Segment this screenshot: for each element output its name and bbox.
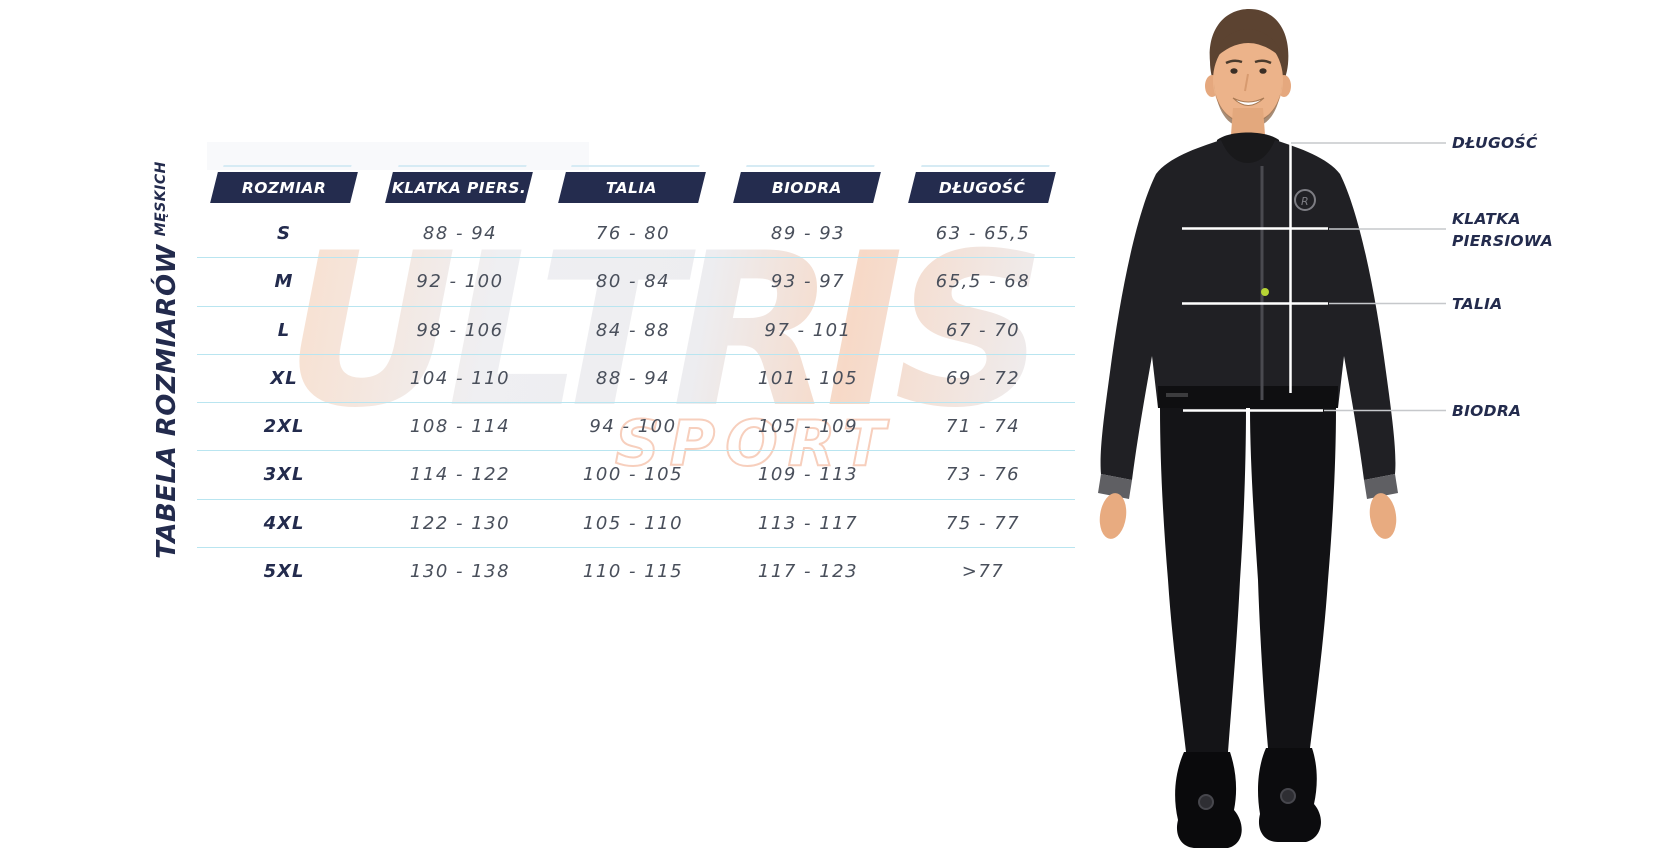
eye-left [1230,68,1238,74]
size-cell: XL [270,367,298,389]
smile [1232,97,1265,106]
leg-left [1160,408,1246,752]
size-cell: 3XL [263,464,305,486]
column-header-label: DŁUGOŚĆ [938,178,1026,197]
value-cell: 122 - 130 [409,512,511,534]
value-cell: 105 - 109 [757,416,859,438]
watermark-word: ULTRIS [285,207,1047,454]
column-header: ROZMIAR [210,172,358,203]
zip-pull-dot [1261,288,1269,296]
value-cell: 88 - 94 [422,223,498,244]
value-cell: >77 [961,561,1005,583]
value-cell: 101 - 105 [757,367,859,389]
table-row: M 92 - 100 80 - 84 93 - 97 65,5 - 68 [197,258,1075,307]
eyebrow-right [1254,59,1272,65]
size-cell: L [277,319,291,341]
value-cell: 75 - 77 [945,512,1021,534]
value-cell: 110 - 115 [582,561,684,583]
value-cell: 93 - 97 [770,271,846,293]
size-cell: M [274,271,294,293]
column-header-label: BIODRA [772,178,842,197]
column-header: DŁUGOŚĆ [908,172,1056,203]
brand-logo-circle [1294,189,1316,211]
value-cell: 94 - 100 [589,416,677,438]
value-cell: 109 - 113 [757,464,859,486]
watermark-subword: SPORT [614,406,896,481]
page-title-main: TABELA ROZMIARÓW [152,244,182,559]
leg-right [1250,408,1336,748]
value-cell: 113 - 117 [757,512,859,534]
brand-watermark: ULTRIS SPORT [285,225,1047,485]
value-cell: 80 - 84 [595,271,671,293]
column-header: KLATKA PIERS. [385,172,533,203]
value-cell: 100 - 105 [582,464,684,486]
table-row: 3XL 114 - 122 100 - 105 109 - 113 73 - 76 [197,451,1075,500]
value-cell: 84 - 88 [595,319,671,341]
table-row: XL 104 - 110 88 - 94 101 - 105 69 - 72 [197,355,1075,404]
value-cell: 67 - 70 [945,319,1021,341]
jacket [1100,140,1396,480]
value-cell: 92 - 100 [416,271,504,293]
value-cell: 65,5 - 68 [935,271,1031,293]
measurement-label: KLATKA PIERSIOWA [1452,210,1553,250]
hand-left [1099,493,1127,539]
jacket-collar [1215,132,1281,164]
table-row: 2XL 108 - 114 94 - 100 105 - 109 71 - 74 [197,403,1075,452]
measurement-label: BIODRA [1452,402,1522,420]
face [1213,36,1283,124]
column-header-label: KLATKA PIERS. [391,178,527,197]
eye-right [1259,68,1267,74]
value-cell: 117 - 123 [757,561,859,583]
size-cell: S [277,223,291,244]
size-cell: 4XL [263,512,305,534]
value-cell: 73 - 76 [945,464,1021,486]
value-cell: 63 - 65,5 [935,223,1031,244]
column-header-label: ROZMIAR [241,178,327,197]
value-cell: 76 - 80 [595,223,671,244]
value-cell: 71 - 74 [945,416,1021,438]
table-row: L 98 - 106 84 - 88 97 - 101 67 - 70 [197,307,1075,355]
column-header: TALIA [558,172,706,203]
table-row: 5XL 130 - 138 110 - 115 117 - 123 >77 [197,548,1075,595]
value-cell: 130 - 138 [409,561,511,583]
leg-gap [1234,558,1262,752]
model-photo: R [1098,9,1446,848]
shoe-dial-left [1198,794,1214,810]
page-title: TABELA ROZMIARÓW MĘSKICH [152,161,182,559]
eyebrow-left [1225,59,1243,65]
hand-right [1369,493,1397,539]
value-cell: 97 - 101 [764,319,852,341]
measurement-label: TALIA [1452,295,1503,313]
value-cell: 104 - 110 [409,367,511,389]
column-header: BIODRA [733,172,881,203]
cuff-right [1364,474,1398,499]
value-cell: 105 - 110 [582,512,684,534]
hair-fringe [1213,29,1284,60]
jacket-hem [1158,386,1338,408]
value-cell: 89 - 93 [770,223,846,244]
brand-logo-letter: R [1301,195,1309,208]
value-cell: 69 - 72 [945,367,1021,389]
shoe-dial-right [1280,788,1296,804]
value-cell: 108 - 114 [409,416,511,438]
size-cell: 2XL [263,416,305,438]
nose [1244,73,1249,92]
value-cell: 88 - 94 [595,367,671,389]
table-row: 4XL 122 - 130 105 - 110 113 - 117 75 - 77 [197,500,1075,549]
cuff-left [1098,474,1132,499]
measurement-label: DŁUGOŚĆ [1452,134,1538,152]
column-header-label: TALIA [606,178,658,197]
table-body: S 88 - 94 76 - 80 89 - 93 63 - 65,5 M 92 - 100… [197,210,1075,595]
value-cell: 98 - 106 [416,319,504,341]
table-row: S 88 - 94 76 - 80 89 - 93 63 - 65,5 [197,210,1075,259]
size-cell: 5XL [263,561,305,583]
hem-print [1166,393,1188,397]
value-cell: 114 - 122 [409,464,511,486]
page-title-sub: MĘSKICH [153,161,169,237]
